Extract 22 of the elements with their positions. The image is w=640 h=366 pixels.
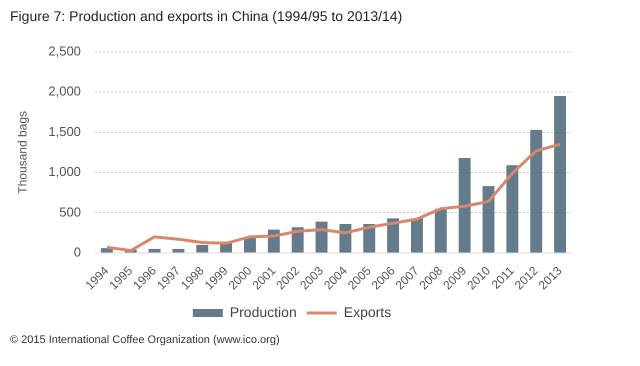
- bar: [506, 165, 518, 252]
- bar: [458, 158, 471, 252]
- y-tick-label: 1,000: [48, 164, 81, 180]
- bar: [387, 218, 400, 252]
- bar: [482, 186, 494, 252]
- bar: [196, 244, 208, 252]
- bar: [148, 248, 161, 252]
- bar: [434, 208, 447, 252]
- y-tick-label: 2,500: [48, 43, 81, 58]
- bar: [172, 248, 184, 252]
- bar: [554, 96, 566, 252]
- legend-label: Exports: [344, 304, 392, 320]
- y-axis-title: Thousand bags: [16, 111, 30, 194]
- legend-label: Production: [230, 304, 297, 320]
- y-tick-label: 1,500: [48, 124, 81, 139]
- chart-title: Figure 7: Production and exports in China (1994/95 to 2013/14): [10, 8, 404, 24]
- y-tick-label: 500: [59, 204, 81, 220]
- bar: [410, 218, 423, 252]
- bar: [530, 130, 542, 252]
- y-tick-label: 0: [74, 244, 81, 260]
- y-tick-label: 2,000: [48, 84, 81, 99]
- text: © 2015 International Coffee Organization (www.ico.org): [10, 334, 281, 346]
